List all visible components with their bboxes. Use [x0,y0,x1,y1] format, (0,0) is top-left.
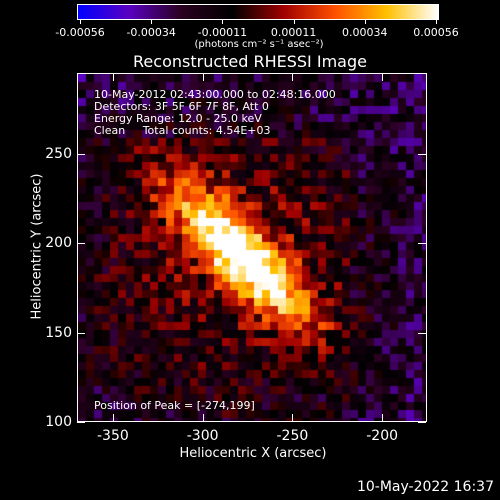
colorbar-tick [222,20,224,24]
colorbar-tick [293,20,295,24]
y-tick-mark [418,153,426,155]
colorbar-tick [80,20,81,24]
image-plot: 10-May-2012 02:43:00.000 to 02:48:16.000… [77,73,427,422]
y-tick-label: 100 [45,414,72,430]
colorbar-units: (photons cm⁻² s⁻¹ asec⁻²) [194,39,324,50]
colorbar-tick-label: 0.00056 [413,26,459,39]
y-tick-mark [418,332,426,334]
x-tick-label: -250 [276,428,309,444]
detectors-text: Detectors: 3F 5F 6F 7F 8F, Att 0 [94,100,269,113]
colorbar-tick-label: 0.00011 [270,26,317,39]
x-tick-mark [382,73,384,81]
colorbar-tick-label: 0.00034 [342,26,388,39]
y-axis-label: Heliocentric Y (arcsec) [29,173,45,320]
y-tick-mark [77,422,85,423]
flux-heatmap [78,74,426,421]
colorbar-section: -0.00056 -0.00034 -0.00011 0.00011 0.00034 0.… [0,0,500,60]
x-tick-mark [292,414,294,422]
energy-range-text: Energy Range: 12.0 - 25.0 keV [94,112,262,125]
y-tick-mark [77,332,85,334]
peak-position-text: Position of Peak = [-274,199] [94,399,255,412]
y-tick-label: 250 [45,145,72,162]
x-tick-label: -300 [186,428,219,444]
x-tick-mark [292,73,294,81]
y-tick-mark [418,243,426,245]
y-tick-label: 200 [45,235,72,252]
colorbar-tick-label: -0.00034 [126,26,176,39]
x-tick-mark [202,414,204,422]
y-tick-label: 150 [45,324,72,341]
colorbar-tick-label: -0.00011 [197,26,248,39]
x-tick-label: -350 [97,428,129,444]
image-title: Reconstructed RHESSI Image [133,52,367,71]
x-tick-label: -200 [366,428,399,444]
colorbar-tick [436,20,437,24]
y-tick-mark [77,153,85,155]
y-tick-mark [77,243,85,245]
clean-counts-text: Clean Total counts: 4.54E+03 [94,124,271,137]
time-range-text: 10-May-2012 02:43:00.000 to 02:48:16.000 [94,88,336,101]
colorbar [77,4,439,20]
x-tick-mark [112,73,114,81]
y-tick-mark [418,422,426,423]
timestamp: 10-May-2022 16:37 [356,479,494,495]
x-axis-label: Heliocentric X (arcsec) [179,446,327,461]
x-tick-mark [202,73,204,81]
colorbar-tick-label: -0.00056 [55,26,105,39]
colorbar-tick [364,20,366,24]
colorbar-tick [151,20,153,24]
x-tick-mark [382,414,384,422]
x-tick-mark [112,414,114,422]
